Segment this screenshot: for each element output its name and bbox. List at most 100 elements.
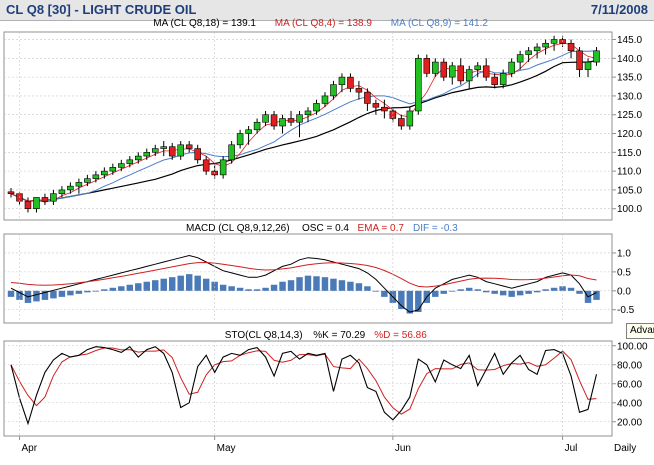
chart-title: CL Q8 [30] - LIGHT CRUDE OIL [6, 2, 197, 17]
candle-body [533, 46, 541, 52]
macd-hist-bar [253, 289, 261, 291]
sto-d-line [10, 347, 597, 415]
macd-hist-bar [491, 290, 498, 294]
macd-signal-line [10, 261, 597, 288]
macd-tick-label: -0.5 [617, 305, 635, 316]
candle-body [185, 144, 193, 149]
candle-body [347, 76, 354, 89]
candle-body [67, 185, 74, 191]
candle-body [143, 152, 151, 157]
macd-hist-bar [355, 283, 363, 291]
period-label: Daily [614, 443, 636, 454]
macd-hist-bar [516, 290, 524, 296]
candle-body [491, 76, 498, 85]
price-tick-label: 120.0 [617, 129, 642, 140]
candle-body [219, 159, 227, 176]
candle-body [474, 65, 481, 70]
macd-hist-bar [109, 287, 117, 291]
candle-body [584, 61, 592, 70]
candle-body [372, 103, 380, 108]
candle-body [593, 50, 600, 63]
macd-hist-bar [533, 290, 541, 293]
candle-body [415, 58, 422, 112]
macd-hist-bar [245, 289, 252, 291]
macd-tick-label: 0.0 [617, 286, 631, 297]
macd-hist-bar [287, 280, 295, 291]
candle-body [406, 110, 414, 127]
ma-18-line [10, 60, 597, 202]
macd-hist-bar [457, 289, 464, 291]
macd-tick-label: 0.5 [617, 267, 631, 278]
candle-body [287, 118, 295, 123]
candle-body [364, 91, 371, 104]
macd-hist-bar [432, 290, 439, 297]
macd-hist-bar [499, 290, 507, 296]
legend-item: MA (CL Q8,18) = 139.1 [153, 18, 256, 29]
price-tick-label: 110.0 [617, 167, 642, 178]
price-tick-label: 115.0 [617, 148, 642, 159]
macd-hist-bar [338, 280, 346, 291]
macd-hist-bar [92, 290, 100, 292]
macd-hist-bar [321, 277, 329, 291]
macd-hist-bar [177, 275, 184, 291]
x-tick-label: May [217, 443, 236, 454]
macd-hist-bar [559, 286, 566, 291]
candle-body [465, 69, 473, 82]
candle-body [499, 73, 507, 85]
candle-body [381, 106, 388, 112]
candle-body [50, 193, 57, 202]
macd-hist-bar [118, 286, 125, 291]
legend-item: STO(CL Q8,14,3) [225, 330, 303, 341]
ma-4-line [10, 42, 597, 203]
sto-k-line [10, 345, 598, 426]
candle-body [126, 159, 134, 164]
sto-tick-label: 20.00 [617, 417, 642, 428]
candle-body [168, 146, 176, 157]
candle-body [253, 121, 261, 131]
candle-body [550, 39, 558, 44]
ma-9-line [10, 50, 597, 202]
macd-hist-bar [126, 284, 134, 291]
macd-hist-bar [194, 275, 201, 291]
candle-body [202, 159, 210, 172]
candle-body [7, 191, 15, 194]
price-tick-label: 140.0 [617, 54, 642, 65]
candle-body [338, 76, 346, 85]
candle-body [75, 182, 83, 187]
candle-body [84, 178, 91, 183]
macd-hist-bar [330, 278, 337, 291]
candle-body [270, 114, 278, 127]
candle-body [279, 118, 286, 127]
macd-hist-bar [169, 277, 176, 291]
macd-hist-bar [381, 290, 388, 297]
macd-hist-bar [67, 290, 74, 296]
candle-body [313, 103, 320, 112]
macd-hist-bar [364, 286, 371, 291]
macd-hist-bar [33, 290, 40, 302]
candle-body [177, 144, 184, 157]
price-tick-label: 100.0 [617, 204, 642, 215]
macd-hist-bar [406, 290, 414, 314]
legend-item: %K = 70.29 [313, 330, 365, 341]
x-tick-label: Jun [395, 443, 411, 454]
macd-hist-bar [143, 281, 150, 291]
legend-item: %D = 56.86 [374, 330, 427, 341]
candle-body [160, 146, 168, 149]
macd-hist-bar [41, 290, 49, 300]
legend-item: DIF = -0.3 [413, 223, 458, 234]
candle-body [118, 163, 125, 168]
candle-body [516, 54, 524, 63]
candle-body [236, 133, 244, 146]
macd-hist-bar [270, 284, 278, 291]
x-tick-label: Apr [21, 443, 37, 454]
sto-tick-label: 60.00 [617, 379, 642, 390]
candle-body [542, 42, 549, 48]
candle-body [109, 167, 117, 172]
candle-body [448, 65, 456, 78]
macd-hist-bar [75, 290, 83, 294]
candle-body [440, 61, 448, 78]
x-tick-label: Jul [565, 443, 578, 454]
price-tick-label: 125.0 [617, 110, 642, 121]
macd-hist-bar [50, 290, 57, 299]
candle-body [321, 95, 329, 104]
